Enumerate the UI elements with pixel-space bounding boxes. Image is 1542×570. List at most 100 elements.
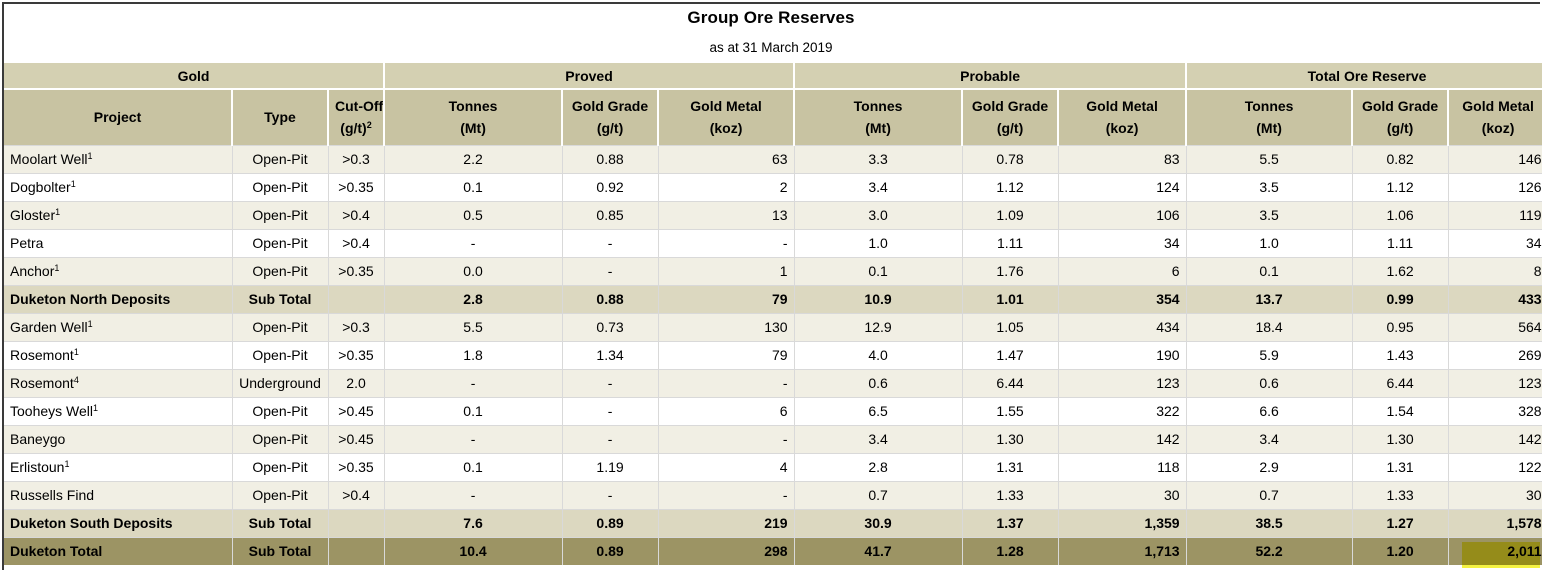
cell-text: Open-Pit bbox=[252, 347, 308, 363]
cell-project: Duketon North Deposits bbox=[4, 284, 233, 313]
cell-text: 3.4 bbox=[868, 431, 888, 447]
cell-text: Erlistoun bbox=[10, 459, 65, 475]
cell-text: 1.54 bbox=[1386, 403, 1414, 419]
cell-text: 0.1 bbox=[463, 179, 483, 195]
cell-cutoff: >0.35 bbox=[328, 452, 385, 481]
cell-text: - bbox=[470, 235, 476, 251]
cell-cutoff bbox=[328, 508, 385, 537]
cell-text: Duketon South Deposits bbox=[10, 515, 173, 531]
cell-pr-t: 0.7 bbox=[794, 480, 963, 509]
cell-p-m: 13 bbox=[658, 200, 795, 229]
cell-cutoff: >0.35 bbox=[328, 256, 385, 285]
cell-text: Open-Pit bbox=[252, 207, 308, 223]
cell-project: Petra bbox=[4, 228, 233, 257]
cell-text: 1.12 bbox=[1386, 179, 1414, 195]
cell-p-g: 0.73 bbox=[562, 312, 659, 341]
cell-p-m: 2 bbox=[658, 172, 795, 201]
cell-text: Open-Pit bbox=[252, 235, 308, 251]
cell-t-m: 1,578 bbox=[1448, 508, 1542, 537]
table-row: Petra Open-Pit >0.4 - - - 1.0 1.11 34 1.0 1.11 34 bbox=[4, 228, 1542, 257]
cell-pr-m: 34 bbox=[1058, 228, 1187, 257]
cell-t-t: 5.5 bbox=[1186, 144, 1353, 173]
cell-text: 0.1 bbox=[463, 459, 483, 475]
cell-text: >0.35 bbox=[338, 179, 374, 195]
cell-pr-t: 3.4 bbox=[794, 172, 963, 201]
cell-t-g: 1.33 bbox=[1352, 480, 1449, 509]
footnote-sup: 1 bbox=[87, 151, 93, 161]
cell-p-m: 79 bbox=[658, 340, 795, 369]
cell-p-m: 79 bbox=[658, 284, 795, 313]
cell-text: 1,578 bbox=[1506, 515, 1542, 531]
cell-t-t: 0.1 bbox=[1186, 256, 1353, 285]
cell-text: 1.27 bbox=[1386, 515, 1414, 531]
cell-t-t: 1.0 bbox=[1186, 228, 1353, 257]
col-header-probable-metal: Gold Metal (koz) bbox=[1058, 88, 1188, 145]
cell-pr-g: 1.55 bbox=[962, 396, 1059, 425]
cell-text: 0.6 bbox=[1259, 375, 1279, 391]
cell-pr-m: 124 bbox=[1058, 172, 1187, 201]
cell-project: Rosemont1 bbox=[4, 340, 233, 369]
cell-text: 146 bbox=[1518, 151, 1542, 167]
cell-t-t: 0.6 bbox=[1186, 368, 1353, 397]
cell-text: - bbox=[782, 431, 788, 447]
cell-text: 3.0 bbox=[868, 207, 888, 223]
table-row: Tooheys Well1 Open-Pit >0.45 0.1 - 6 6.5 1.55 32… bbox=[4, 396, 1542, 425]
cell-pr-t: 41.7 bbox=[794, 536, 963, 565]
cell-text: Dogbolter bbox=[10, 179, 71, 195]
cell-text: 3.4 bbox=[868, 179, 888, 195]
cell-pr-t: 12.9 bbox=[794, 312, 963, 341]
cell-p-t: - bbox=[384, 228, 563, 257]
table-row: Rosemont4 Underground 2.0 - - - 0.6 6.44 123 0.6 6… bbox=[4, 368, 1542, 397]
cell-cutoff: 2.0 bbox=[328, 368, 385, 397]
cell-text: 1.76 bbox=[996, 263, 1024, 279]
cell-text: 34 bbox=[1164, 235, 1180, 251]
footnote-sup: 1 bbox=[93, 403, 99, 413]
cell-text: 0.7 bbox=[868, 487, 888, 503]
cell-p-m: - bbox=[658, 480, 795, 509]
cell-t-m: 119 bbox=[1448, 200, 1542, 229]
cell-text: 1.09 bbox=[996, 207, 1024, 223]
cell-text: - bbox=[607, 375, 613, 391]
cell-p-t: - bbox=[384, 424, 563, 453]
cell-t-m: 34 bbox=[1448, 228, 1542, 257]
cell-type: Open-Pit bbox=[232, 312, 329, 341]
cell-cutoff: >0.3 bbox=[328, 144, 385, 173]
cell-p-m: - bbox=[658, 424, 795, 453]
cell-text: 1.43 bbox=[1386, 347, 1414, 363]
cell-p-m: 130 bbox=[658, 312, 795, 341]
group-header-proved: Proved bbox=[384, 63, 796, 89]
cell-project: Baneygo bbox=[4, 424, 233, 453]
cell-p-t: 7.6 bbox=[384, 508, 563, 537]
cell-t-t: 3.4 bbox=[1186, 424, 1353, 453]
cell-text: 1.31 bbox=[1386, 459, 1414, 475]
cell-pr-m: 354 bbox=[1058, 284, 1187, 313]
cell-text: Sub Total bbox=[248, 515, 312, 531]
total-row: Duketon Total Sub Total 10.4 0.89 298 41.7 1.2… bbox=[4, 536, 1542, 565]
cell-text: 219 bbox=[764, 515, 788, 531]
cell-p-t: 0.1 bbox=[384, 396, 563, 425]
cell-text: Duketon North Deposits bbox=[10, 291, 171, 307]
cell-p-m: 219 bbox=[658, 508, 795, 537]
cell-text: 1.20 bbox=[1386, 543, 1414, 560]
cell-project: Dogbolter1 bbox=[4, 172, 233, 201]
cell-text: 5.9 bbox=[1259, 347, 1279, 363]
cell-text: 0.89 bbox=[596, 543, 624, 560]
cell-text: 2.8 bbox=[463, 291, 483, 307]
cell-text: 1.30 bbox=[1386, 431, 1414, 447]
cell-cutoff: >0.4 bbox=[328, 200, 385, 229]
cell-p-m: 298 bbox=[658, 536, 795, 565]
cell-text: 0.1 bbox=[1259, 263, 1279, 279]
cell-text: Sub Total bbox=[248, 291, 312, 307]
cell-t-g: 1.30 bbox=[1352, 424, 1449, 453]
footnote-sup: 1 bbox=[64, 459, 70, 469]
cell-text: 122 bbox=[1518, 459, 1542, 475]
cell-pr-t: 3.0 bbox=[794, 200, 963, 229]
cell-type: Open-Pit bbox=[232, 340, 329, 369]
cell-text: 123 bbox=[1156, 375, 1180, 391]
cell-project: Duketon South Deposits bbox=[4, 508, 233, 537]
cell-pr-t: 30.9 bbox=[794, 508, 963, 537]
cell-t-g: 1.11 bbox=[1352, 228, 1449, 257]
cell-text: 1.11 bbox=[1386, 235, 1414, 251]
cell-t-g: 0.95 bbox=[1352, 312, 1449, 341]
cell-text: Open-Pit bbox=[252, 459, 308, 475]
